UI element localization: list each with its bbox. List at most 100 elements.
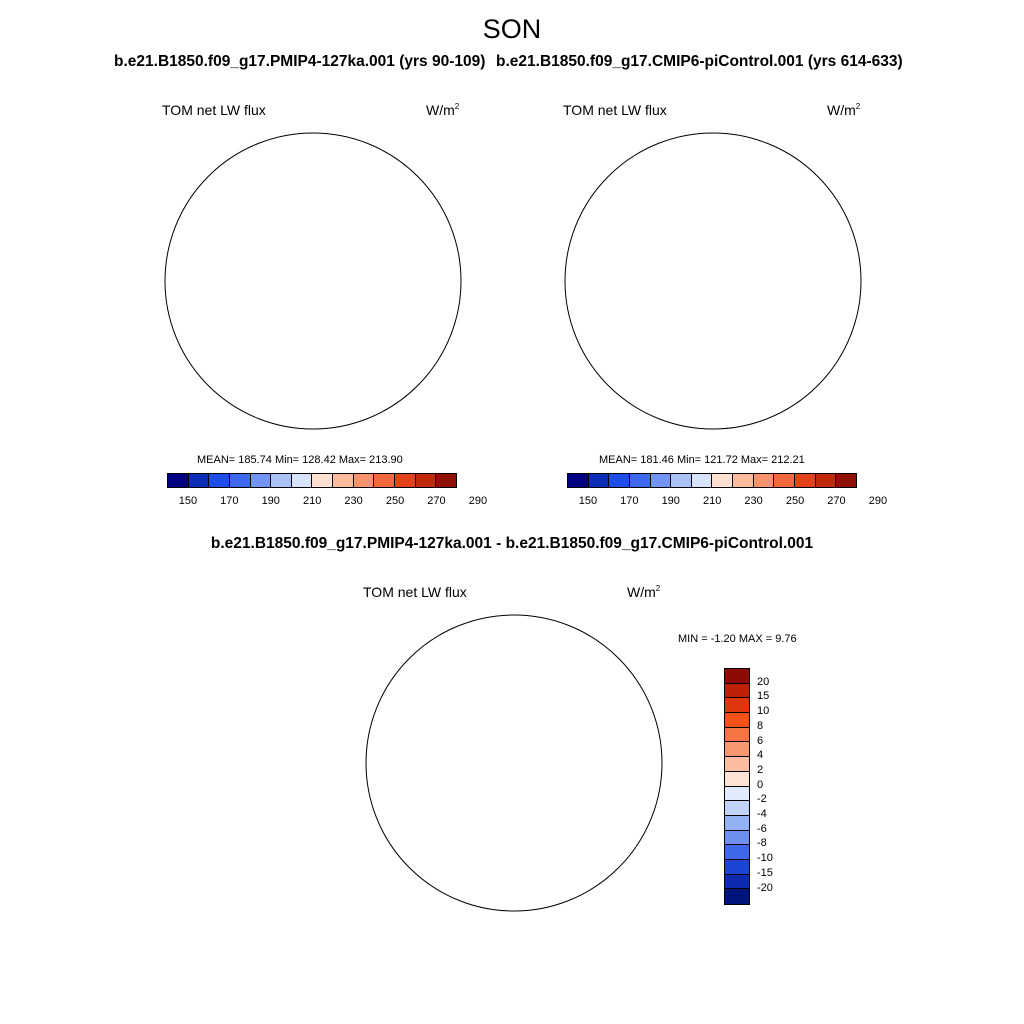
diff-title: b.e21.B1850.f09_g17.PMIP4-127ka.001 - b.…	[210, 535, 814, 552]
colorbar-tick-label: 4	[757, 749, 764, 762]
colorbar-swatch	[568, 474, 589, 487]
colorbar-tick-label: -20	[757, 881, 773, 894]
right-units-label: W/m2	[827, 102, 861, 118]
colorbar-swatch	[725, 771, 749, 787]
colorbar-swatch	[168, 474, 189, 487]
colorbar-tick-label: 0	[757, 778, 764, 791]
right-case-title: b.e21.B1850.f09_g17.CMIP6-piControl.001 …	[496, 53, 903, 70]
colorbar-tick-label: 150	[178, 495, 198, 507]
colorbar-swatch	[629, 474, 651, 487]
colorbar-tick-label: 190	[661, 495, 680, 507]
colorbar-swatch	[725, 801, 749, 816]
colorbar-tick-label: 290	[868, 495, 888, 507]
colorbar-tick-label: 250	[785, 495, 805, 507]
colorbar-tick-label: -15	[757, 866, 773, 879]
colorbar-swatch	[725, 757, 749, 772]
diff-coastline	[376, 682, 617, 849]
colorbar-tick-label: 230	[344, 495, 363, 507]
colorbar-swatch	[733, 474, 754, 487]
colorbar-swatch	[588, 474, 610, 487]
colorbar-swatch	[333, 474, 354, 487]
left-map-border	[164, 132, 462, 430]
colorbar-swatch	[725, 727, 749, 743]
colorbar-tick-label: 170	[620, 495, 639, 507]
colorbar-tick-label: 270	[827, 495, 846, 507]
colorbar-swatch	[374, 474, 396, 487]
diff-units-label: W/m2	[627, 584, 661, 600]
diff-outer-band	[354, 603, 674, 923]
colorbar-tick-label: 8	[757, 719, 764, 732]
colorbar-swatch	[209, 474, 230, 487]
colorbar-swatch	[271, 474, 292, 487]
colorbar-swatch	[725, 742, 749, 758]
diff-colorbar	[724, 668, 750, 905]
colorbar-tick-label: 150	[578, 495, 598, 507]
diff-stats: MIN = -1.20 MAX = 9.76	[678, 633, 797, 645]
left-stats: MEAN= 185.74 Min= 128.42 Max= 213.90	[197, 454, 403, 466]
colorbar-swatch	[725, 815, 749, 831]
colorbar-swatch	[229, 474, 251, 487]
colorbar-tick-label: 290	[468, 495, 488, 507]
colorbar-swatch	[725, 830, 749, 846]
colorbar-swatch	[609, 474, 630, 487]
right-map	[553, 121, 873, 441]
colorbar-swatch	[671, 474, 692, 487]
diff-map	[354, 603, 674, 933]
colorbar-swatch	[725, 786, 749, 802]
colorbar-swatch	[753, 474, 775, 487]
colorbar-tick-label: 10	[757, 705, 770, 718]
colorbar-tick-label: 15	[757, 690, 770, 703]
colorbar-swatch	[691, 474, 713, 487]
left-case-title: b.e21.B1850.f09_g17.PMIP4-127ka.001 (yrs…	[114, 53, 486, 70]
colorbar-tick-label: -10	[757, 852, 773, 865]
colorbar-swatch	[291, 474, 313, 487]
colorbar-tick-label: 170	[220, 495, 239, 507]
colorbar-swatch	[188, 474, 210, 487]
colorbar-swatch	[353, 474, 375, 487]
colorbar-swatch	[312, 474, 334, 487]
colorbar-tick-label: 210	[703, 495, 722, 507]
colorbar-tick-label: 270	[427, 495, 446, 507]
diff-weak-band	[354, 743, 454, 933]
diff-strong-band	[453, 663, 622, 855]
colorbar-tick-label: 210	[303, 495, 322, 507]
colorbar-swatch	[712, 474, 734, 487]
colorbar-swatch	[725, 683, 749, 699]
colorbar-tick-label: -8	[757, 837, 767, 850]
right-variable-label: TOM net LW flux	[563, 102, 667, 118]
colorbar-swatch	[725, 889, 749, 904]
colorbar-swatch	[436, 474, 456, 487]
colorbar-swatch	[415, 474, 437, 487]
colorbar-swatch	[725, 669, 749, 684]
right-stats: MEAN= 181.46 Min= 121.72 Max= 212.21	[599, 454, 805, 466]
right-map-border	[564, 132, 862, 430]
left-variable-label: TOM net LW flux	[162, 102, 266, 118]
season-title: SON	[482, 14, 542, 44]
colorbar-tick-label: 6	[757, 734, 764, 747]
right-colorbar	[567, 473, 857, 488]
colorbar-swatch	[725, 698, 749, 714]
colorbar-tick-label: 2	[757, 763, 764, 776]
diff-variable-label: TOM net LW flux	[363, 584, 467, 600]
colorbar-swatch	[725, 859, 749, 875]
colorbar-swatch	[725, 874, 749, 890]
colorbar-swatch	[774, 474, 796, 487]
colorbar-swatch	[795, 474, 816, 487]
colorbar-tick-label: 230	[744, 495, 763, 507]
colorbar-swatch	[725, 845, 749, 860]
colorbar-swatch	[815, 474, 837, 487]
left-colorbar	[167, 473, 457, 488]
colorbar-tick-label: 20	[757, 675, 770, 688]
colorbar-tick-label: -2	[757, 793, 767, 806]
colorbar-tick-label: 190	[261, 495, 280, 507]
colorbar-swatch	[250, 474, 272, 487]
diff-map-border	[365, 614, 663, 912]
diff-strong-patch	[589, 653, 620, 679]
colorbar-swatch	[725, 713, 749, 728]
diff-max-band	[487, 787, 522, 821]
colorbar-swatch	[650, 474, 672, 487]
colorbar-tick-label: 250	[385, 495, 405, 507]
colorbar-tick-label: -4	[757, 808, 767, 820]
diff-negative-band	[364, 808, 434, 882]
